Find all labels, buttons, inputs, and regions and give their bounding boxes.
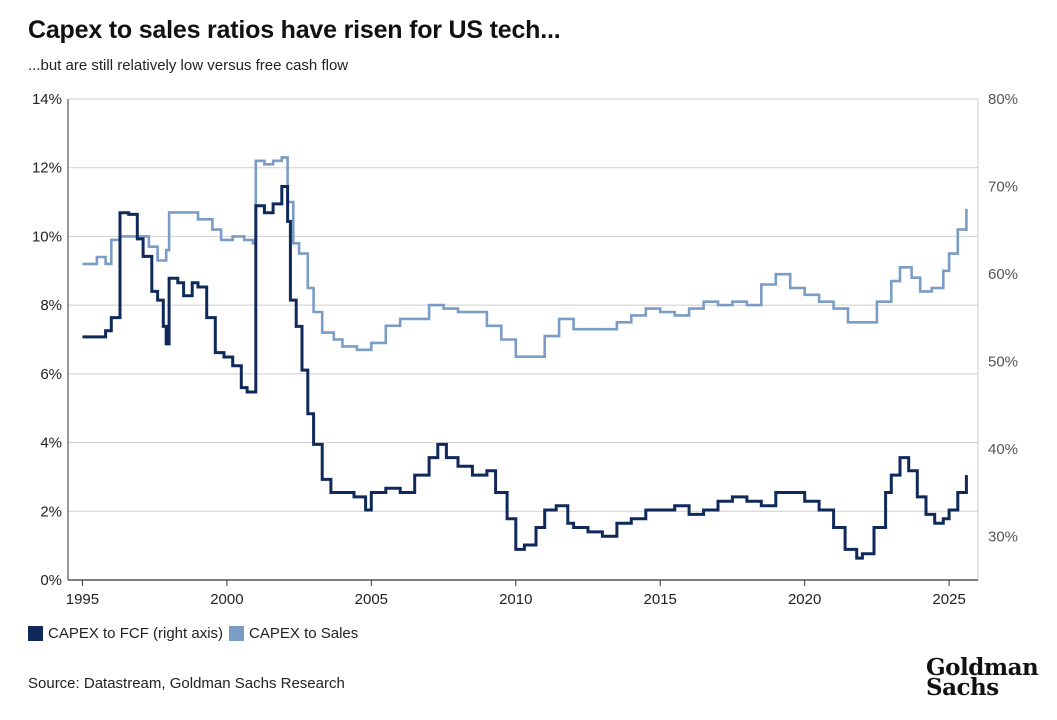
chart-subtitle: ...but are still relatively low versus f… <box>28 57 349 74</box>
right-tick-label: 60% <box>988 266 1018 283</box>
left-tick-label: 10% <box>32 228 62 245</box>
legend-swatch-fcf <box>28 626 43 641</box>
grid-lines <box>67 98 979 581</box>
x-tick-label: 2025 <box>932 591 965 608</box>
right-tick-label: 70% <box>988 178 1018 195</box>
right-tick-label: 30% <box>988 528 1018 545</box>
left-tick-label: 4% <box>40 435 62 452</box>
series-line-capex-to-fcf <box>82 185 968 560</box>
x-tick-label: 2010 <box>499 591 532 608</box>
x-tick-label: 2005 <box>355 591 388 608</box>
x-tick-label: 1995 <box>66 591 99 608</box>
right-tick-label: 80% <box>988 91 1018 108</box>
legend-swatch-sales <box>229 626 245 641</box>
x-tick-label: 2015 <box>644 591 677 608</box>
left-tick-label: 8% <box>40 297 62 314</box>
left-tick-label: 14% <box>32 91 62 108</box>
x-axis: 1995 2000 2005 2010 2015 2020 2025 <box>66 580 966 608</box>
series-lines <box>82 156 968 560</box>
series-line-capex-to-sales <box>82 156 968 358</box>
legend-item-sales: CAPEX to Sales <box>229 625 358 642</box>
source-note: Source: Datastream, Goldman Sachs Resear… <box>28 675 345 692</box>
x-tick-label: 2000 <box>210 591 243 608</box>
left-tick-label: 2% <box>40 503 62 520</box>
chart-title: Capex to sales ratios have risen for US … <box>28 16 561 44</box>
left-tick-label: 6% <box>40 366 62 383</box>
right-tick-label: 50% <box>988 353 1018 370</box>
chart-area: 0% 2% 4% 6% 8% 10% 12% 14% 30% 40% 50% 60% 70% 80% 1… <box>32 91 1018 608</box>
right-tick-label: 40% <box>988 441 1018 458</box>
legend-label-sales: CAPEX to Sales <box>249 625 359 642</box>
right-axis: 30% 40% 50% 60% 70% 80% <box>988 91 1018 545</box>
legend-item-fcf: CAPEX to FCF (right axis) <box>28 625 223 642</box>
left-tick-label: 0% <box>40 572 62 589</box>
legend: CAPEX to FCF (right axis) CAPEX to Sales <box>28 625 364 642</box>
left-axis: 0% 2% 4% 6% 8% 10% 12% 14% <box>32 91 62 589</box>
left-tick-label: 12% <box>32 160 62 177</box>
x-tick-label: 2020 <box>788 591 821 608</box>
legend-label-fcf: CAPEX to FCF (right axis) <box>48 625 224 642</box>
goldman-sachs-logo: Goldman Sachs <box>926 654 1039 701</box>
